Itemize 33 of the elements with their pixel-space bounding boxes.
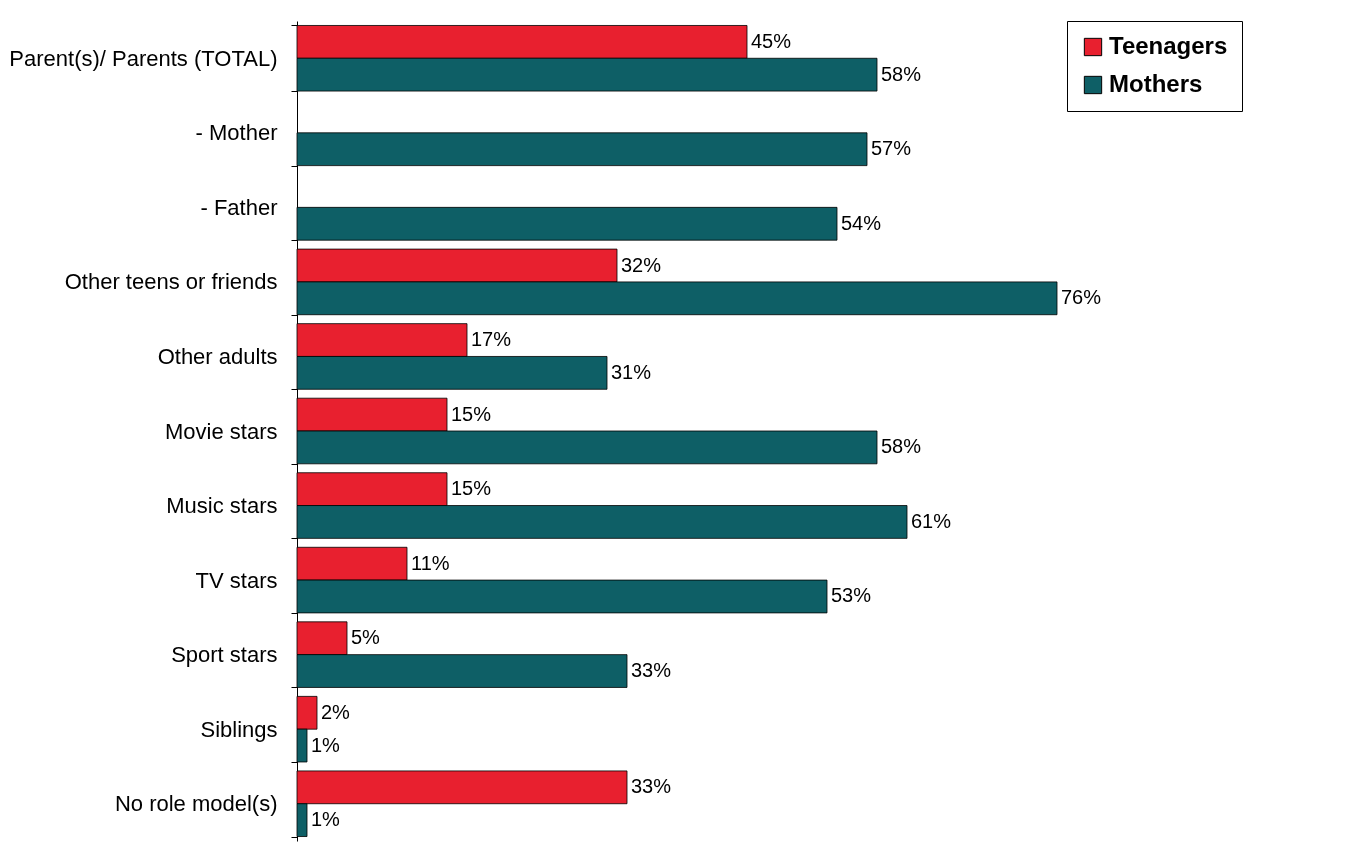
data-label: 58% bbox=[881, 435, 922, 458]
data-label: 17% bbox=[471, 328, 512, 351]
data-label: 76% bbox=[1061, 286, 1102, 309]
data-label: 53% bbox=[831, 584, 872, 607]
y-tick-label: Parent(s)/ Parents (TOTAL) bbox=[9, 45, 278, 71]
y-tick-label: TV stars bbox=[195, 567, 278, 593]
legend-label: Teenagers bbox=[1109, 32, 1228, 59]
data-label: 5% bbox=[351, 626, 381, 649]
y-tick-label: Music stars bbox=[166, 493, 278, 519]
y-tick-label: - Father bbox=[200, 194, 278, 220]
y-tick-label: No role model(s) bbox=[114, 791, 278, 817]
data-label: 31% bbox=[611, 360, 652, 383]
y-tick-label: Other adults bbox=[157, 343, 278, 369]
y-tick-label: Movie stars bbox=[165, 418, 278, 444]
y-tick-label: - Mother bbox=[195, 120, 278, 146]
y-tick-label: Sport stars bbox=[171, 642, 278, 668]
legend-label: Mothers bbox=[1109, 70, 1203, 97]
data-label: 61% bbox=[911, 509, 952, 532]
data-label: 54% bbox=[841, 211, 882, 234]
data-label: 15% bbox=[451, 477, 492, 500]
data-label: 11% bbox=[411, 551, 450, 574]
data-label: 57% bbox=[871, 137, 912, 160]
data-label: 2% bbox=[321, 700, 351, 723]
data-label: 45% bbox=[751, 29, 792, 52]
data-label: 58% bbox=[881, 62, 922, 85]
y-tick-label: Siblings bbox=[200, 716, 278, 742]
data-label: 33% bbox=[631, 659, 672, 682]
data-label: 32% bbox=[621, 253, 662, 276]
y-tick-label: Other teens or friends bbox=[64, 269, 278, 295]
data-label: 33% bbox=[631, 775, 672, 798]
data-label: 1% bbox=[311, 808, 341, 831]
data-label: 1% bbox=[311, 733, 341, 756]
data-label: 15% bbox=[451, 402, 492, 425]
